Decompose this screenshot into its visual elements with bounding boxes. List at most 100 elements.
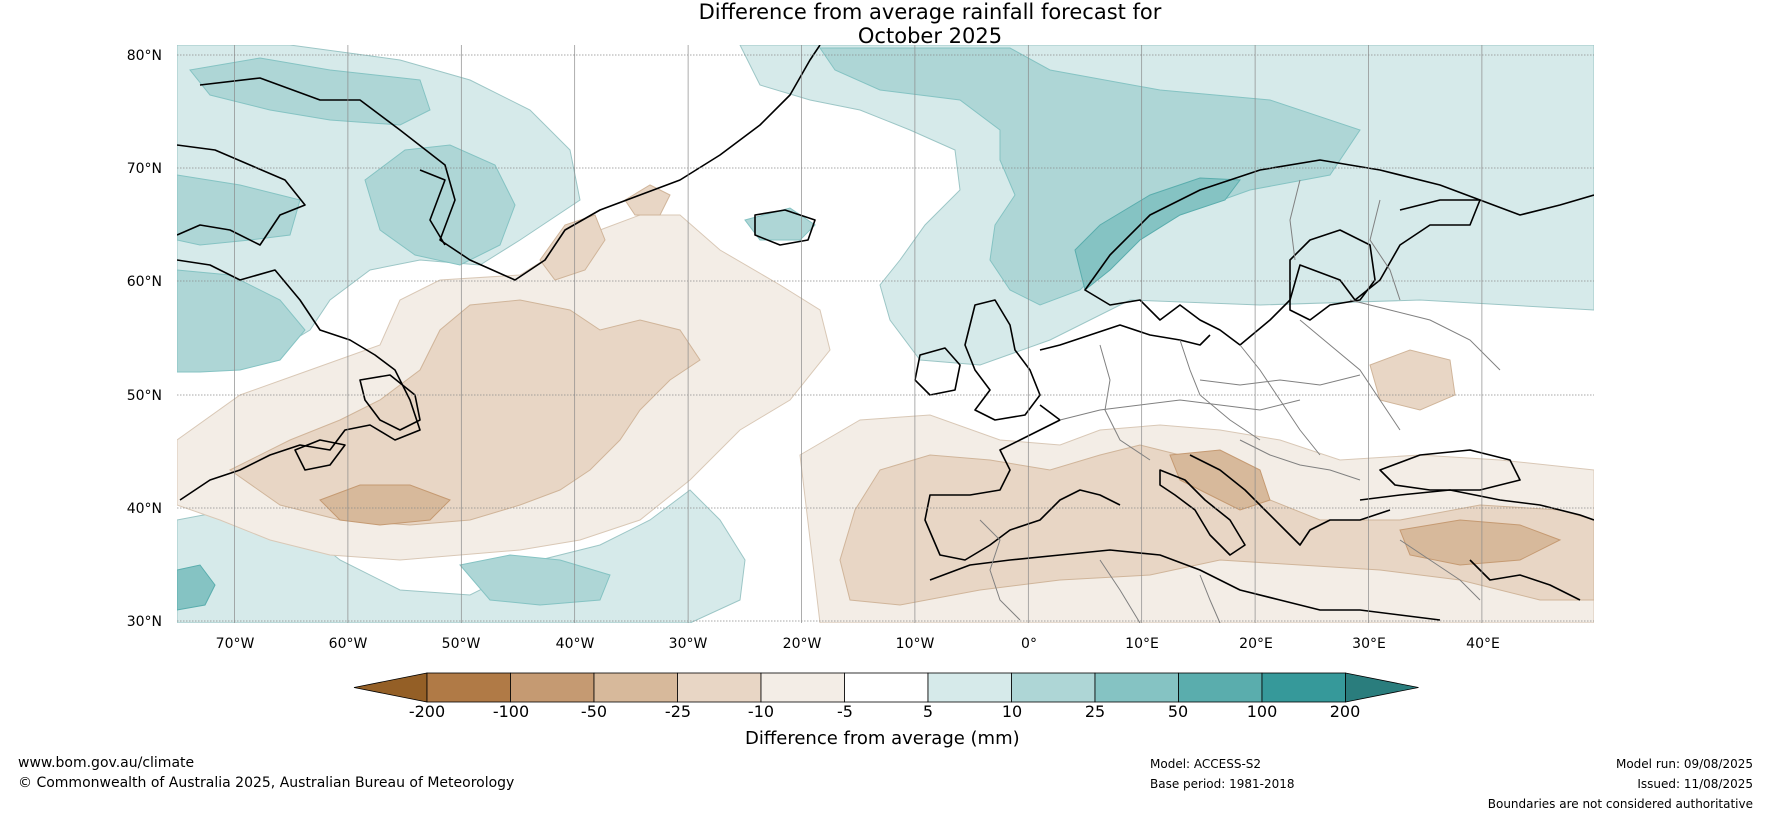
border-line [1099, 344, 1151, 461]
coastline-nova-scotia [294, 439, 346, 471]
coastline-canadian-arctic [177, 144, 306, 246]
map-area [177, 45, 1594, 623]
colorbar-tick-label: 10 [1001, 702, 1023, 721]
colorbar-title: Difference from average (mm) [745, 728, 1020, 749]
lon-label-30w: 30°W [668, 636, 708, 652]
colorbar-segment [1261, 672, 1346, 703]
coastline-balkans-greece [1189, 454, 1391, 546]
colorbar-tick-label: 200 [1329, 702, 1361, 721]
coastline-labrador [177, 259, 421, 501]
dry-region-greenland-south [539, 214, 606, 281]
coastline-greenland [199, 45, 821, 281]
border-line [979, 519, 1021, 621]
border-line [1299, 319, 1401, 431]
colorbar-tick-label: -10 [747, 702, 775, 721]
border-line [1399, 539, 1481, 601]
wet-region-labrador [177, 269, 306, 373]
footer-model-run: Model run: 09/08/2025 [1615, 757, 1753, 771]
border-line [1199, 574, 1221, 623]
border-line [1239, 439, 1361, 481]
colorbar-tick-label: -50 [580, 702, 608, 721]
graticule [177, 45, 1594, 623]
colorbar-segment [1011, 672, 1096, 703]
lat-label-50n: 50°N [126, 388, 162, 404]
colorbar-segment [593, 672, 678, 703]
lon-label-30e: 30°E [1352, 636, 1386, 652]
border-line [1369, 199, 1401, 301]
lat-label-40n: 40°N [126, 501, 162, 517]
coastline-greenland-inner [419, 169, 446, 246]
coastline-europe-west [1039, 324, 1211, 351]
lat-label-80n: 80°N [126, 48, 162, 64]
colorbar-segment [760, 672, 845, 703]
lon-label-50w: 50°W [441, 636, 481, 652]
lon-label-20w: 20°W [782, 636, 822, 652]
colorbar [353, 672, 1419, 703]
colorbar-segment [927, 672, 1012, 703]
coastline-black-sea [1379, 449, 1521, 491]
lon-label-70w: 70°W [215, 636, 255, 652]
lat-label-30n: 30°N [126, 614, 162, 630]
colorbar-segment [677, 672, 762, 703]
coastline-russia-north [1399, 194, 1594, 216]
coastline-france-iberia [924, 404, 1121, 561]
colorbar-segment [510, 672, 595, 703]
colorbar-tick-label: 100 [1246, 702, 1278, 721]
colorbar-segment [1094, 672, 1179, 703]
colorbar-extend-low [353, 672, 428, 703]
footer-base-period: Base period: 1981-2018 [1150, 777, 1295, 791]
wet-region-subtropical-strong [459, 554, 611, 606]
footer-model: Model: ACCESS-S2 [1150, 757, 1262, 771]
border-line [1349, 299, 1501, 371]
lon-label-20e: 20°E [1239, 636, 1273, 652]
coastlines [177, 45, 1594, 621]
border-line [1239, 344, 1321, 456]
lon-label-10w: 10°W [895, 636, 935, 652]
title-line-1: Difference from average rainfall forecas… [698, 0, 1162, 24]
coastline-north-africa [929, 549, 1441, 621]
footer-disclaimer: Boundaries are not considered authoritat… [1487, 797, 1753, 811]
colorbar-tick-label: 50 [1167, 702, 1189, 721]
lon-label-60w: 60°W [328, 636, 368, 652]
footer-copyright: © Commonwealth of Australia 2025, Austra… [18, 775, 515, 791]
colorbar-tick-label: -100 [492, 702, 530, 721]
wetter-regions [177, 45, 1594, 623]
footer-website: www.bom.gov.au/climate [18, 755, 195, 771]
border-line [1199, 374, 1361, 386]
colorbar-tick-label: 5 [922, 702, 934, 721]
colorbar-segment [844, 672, 929, 703]
dry-region-atlantic-core [319, 484, 451, 526]
coastline-finland-baltic [1289, 229, 1376, 321]
colorbar-extend-high [1345, 672, 1419, 703]
border-line [1059, 399, 1301, 421]
lat-label-60n: 60°N [126, 274, 162, 290]
colorbar-tick-label: -5 [837, 702, 853, 721]
wet-region-far-west [177, 564, 216, 611]
footer-issued: Issued: 11/08/2025 [1637, 777, 1753, 791]
wet-region-north-sea-stronger [819, 47, 1361, 306]
coastline-iceland [754, 209, 816, 246]
title-line-2: October 2025 [857, 24, 1003, 48]
lon-label-40e: 40°E [1466, 636, 1500, 652]
wet-region-norway-coast [1074, 177, 1241, 291]
colorbar-tick-label: 25 [1084, 702, 1106, 721]
colorbar-tick-label: -200 [408, 702, 446, 721]
colorbar-segment [426, 672, 511, 703]
lat-label-70n: 70°N [126, 161, 162, 177]
dry-region-greenland-coast [624, 184, 671, 216]
colorbar-tick-label: -25 [664, 702, 692, 721]
border-line [1099, 559, 1141, 623]
coastline-great-britain [964, 299, 1041, 421]
colorbar-segment [1178, 672, 1263, 703]
coastline-levant [1469, 559, 1581, 601]
coastline-newfoundland [359, 374, 421, 431]
lon-label-10e: 10°E [1125, 636, 1159, 652]
dry-region-east-med [1399, 519, 1562, 566]
coastline-turkey [1359, 489, 1594, 521]
lon-label-0: 0° [1021, 636, 1037, 652]
wet-region-greenland-strong [364, 144, 516, 266]
dry-region-central-atlantic [229, 299, 701, 526]
lon-label-40w: 40°W [555, 636, 595, 652]
wet-region-baffin [177, 174, 301, 246]
